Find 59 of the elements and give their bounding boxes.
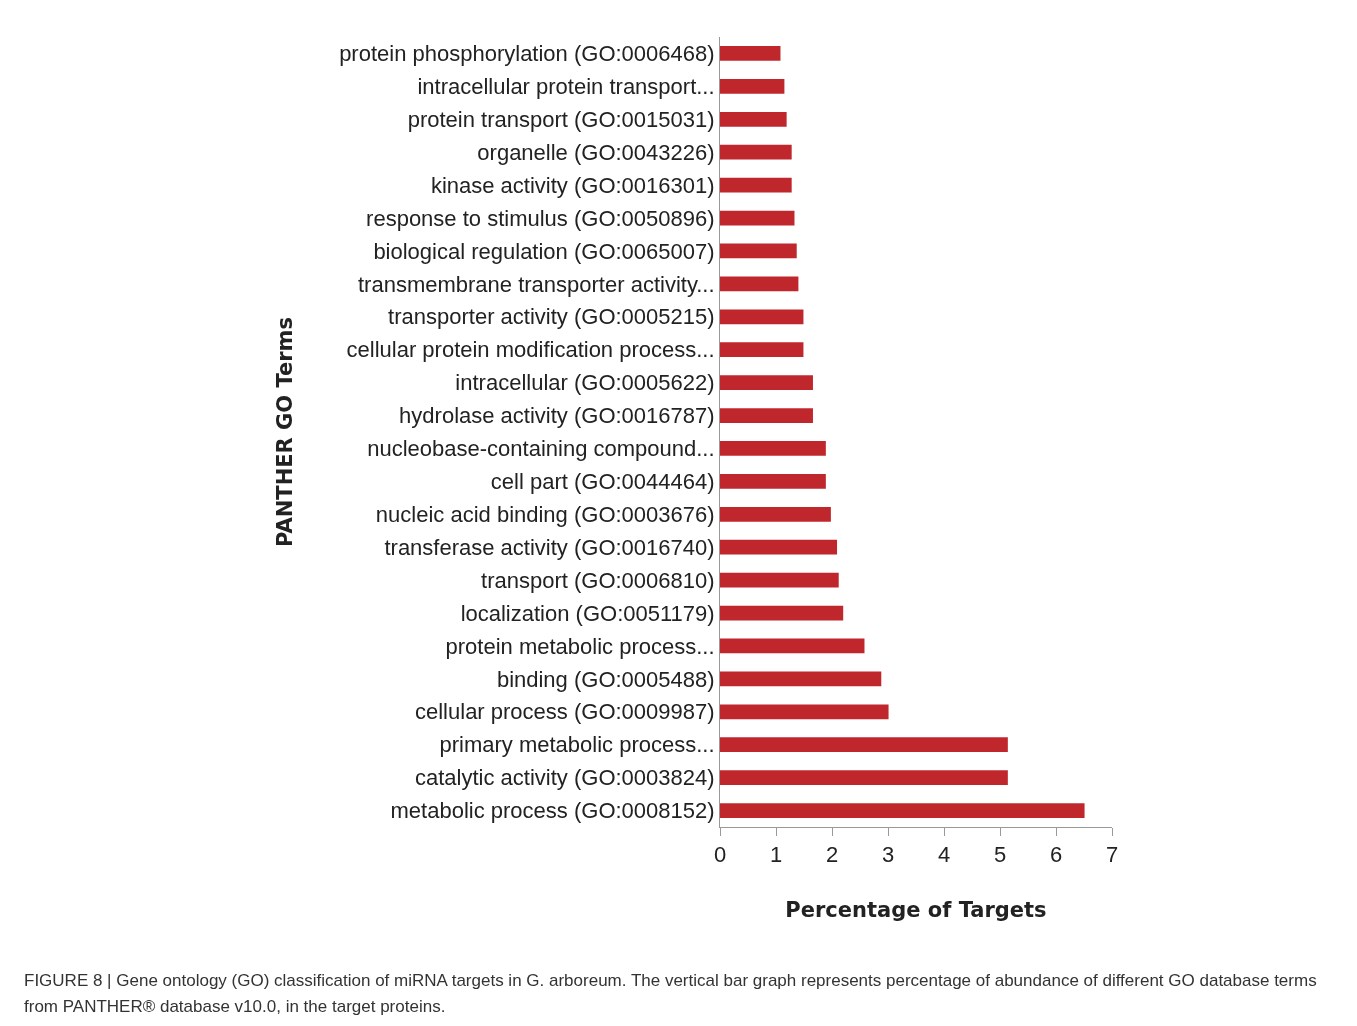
y-axis-title: PANTHER GO Terms xyxy=(273,317,298,547)
y-tick-label: transmembrane transporter activity... xyxy=(357,271,715,297)
y-tick-label: protein metabolic process... xyxy=(445,633,715,659)
bar xyxy=(720,803,1085,818)
bar xyxy=(720,572,839,588)
bar xyxy=(720,441,826,456)
x-tick-label: 5 xyxy=(993,842,1007,868)
y-tick-label: hydrolase activity (GO:0016787) xyxy=(399,403,715,429)
y-tick-label: protein phosphorylation (GO:0006468) xyxy=(339,41,715,67)
x-tick-label: 7 xyxy=(1105,842,1119,868)
bar xyxy=(720,638,865,654)
y-tick-label: catalytic activity (GO:0003824) xyxy=(415,765,715,791)
y-tick-label: transferase activity (GO:0016740) xyxy=(384,534,715,560)
bar xyxy=(720,408,813,423)
bar xyxy=(720,671,882,687)
y-tick-label: primary metabolic process... xyxy=(439,732,715,758)
y-tick-label: intracellular (GO:0005622) xyxy=(455,370,715,396)
x-tick-label: 3 xyxy=(881,842,895,868)
y-tick-label: organelle (GO:0043226) xyxy=(477,139,715,165)
y-tick-label: transport (GO:0006810) xyxy=(481,567,715,593)
y-tick-label: protein transport (GO:0015031) xyxy=(407,106,715,132)
y-tick-label: nucleic acid binding (GO:0003676) xyxy=(375,501,715,527)
bar xyxy=(720,704,889,720)
y-tick-label: intracellular protein transport... xyxy=(417,74,715,100)
bar xyxy=(720,46,781,61)
bar xyxy=(720,539,838,555)
bar xyxy=(720,243,797,259)
y-tick-label: nucleobase-containing compound... xyxy=(367,436,715,462)
caption: FIGURE 8 | Gene ontology (GO) classification of miRNA targets in G. arboreum. The vertical bar graph represents percentage of abundance of different GO database terms from PANTHER® database v10.0, in the target proteins. xyxy=(24,970,1318,1018)
bar xyxy=(720,78,785,94)
bar xyxy=(720,737,1008,753)
bar xyxy=(720,276,799,292)
y-tick-label: metabolic process (GO:0008152) xyxy=(390,798,715,824)
x-tick-label: 1 xyxy=(769,842,783,868)
y-tick-label: cellular process (GO:0009987) xyxy=(415,699,715,725)
bar xyxy=(720,309,804,325)
y-tick-label: biological regulation (GO:0065007) xyxy=(373,238,715,264)
bar xyxy=(720,111,787,127)
y-tick-label: response to stimulus (GO:0050896) xyxy=(366,205,715,231)
bar xyxy=(720,144,792,160)
x-tick-label: 4 xyxy=(937,842,951,868)
y-tick-label: localization (GO:0051179) xyxy=(460,600,715,626)
x-tick-label: 6 xyxy=(1049,842,1063,868)
bar xyxy=(720,177,792,193)
x-tick-label: 2 xyxy=(825,842,839,868)
bar xyxy=(720,342,804,358)
bar xyxy=(720,770,1008,786)
bar xyxy=(720,375,813,391)
bar xyxy=(720,210,795,226)
y-tick-label: transporter activity (GO:0005215) xyxy=(388,304,715,330)
y-tick-label: binding (GO:0005488) xyxy=(496,666,715,692)
y-tick-label: kinase activity (GO:0016301) xyxy=(430,172,715,198)
bar xyxy=(720,506,831,522)
x-tick-label: 0 xyxy=(713,842,727,868)
bar xyxy=(720,473,826,489)
y-tick-label: cellular protein modification process... xyxy=(346,337,715,363)
x-axis-title: Percentage of Targets xyxy=(785,897,1047,922)
bar xyxy=(720,605,844,621)
y-tick-label: cell part (GO:0044464) xyxy=(490,469,715,495)
